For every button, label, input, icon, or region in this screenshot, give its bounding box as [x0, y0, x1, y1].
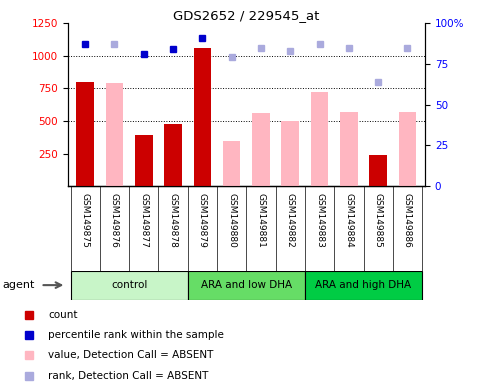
Text: GSM149880: GSM149880 — [227, 193, 236, 248]
Bar — [305, 271, 422, 300]
Bar — [188, 271, 305, 300]
Text: ARA and high DHA: ARA and high DHA — [315, 280, 412, 290]
Text: GSM149882: GSM149882 — [286, 193, 295, 248]
Text: GSM149878: GSM149878 — [169, 193, 178, 248]
Bar — [194, 48, 211, 186]
Text: GSM149879: GSM149879 — [198, 193, 207, 248]
Text: GSM149884: GSM149884 — [344, 193, 354, 248]
Bar — [135, 135, 153, 186]
Text: GSM149875: GSM149875 — [81, 193, 90, 248]
Bar — [282, 121, 299, 186]
Bar — [71, 271, 188, 300]
Title: GDS2652 / 229545_at: GDS2652 / 229545_at — [173, 9, 320, 22]
Bar — [252, 113, 270, 186]
Text: count: count — [48, 310, 78, 320]
Bar — [340, 112, 357, 186]
Text: agent: agent — [2, 280, 35, 290]
Bar — [223, 141, 241, 186]
Text: GSM149886: GSM149886 — [403, 193, 412, 248]
Bar — [106, 83, 123, 186]
Bar — [76, 82, 94, 186]
Text: GSM149881: GSM149881 — [256, 193, 266, 248]
Text: ARA and low DHA: ARA and low DHA — [201, 280, 292, 290]
Bar — [311, 92, 328, 186]
Text: GSM149883: GSM149883 — [315, 193, 324, 248]
Bar — [398, 113, 416, 186]
Text: rank, Detection Call = ABSENT: rank, Detection Call = ABSENT — [48, 371, 209, 381]
Bar — [164, 124, 182, 186]
Text: GSM149885: GSM149885 — [374, 193, 383, 248]
Text: percentile rank within the sample: percentile rank within the sample — [48, 330, 224, 340]
Text: value, Detection Call = ABSENT: value, Detection Call = ABSENT — [48, 350, 213, 360]
Text: GSM149877: GSM149877 — [139, 193, 148, 248]
Text: control: control — [111, 280, 147, 290]
Bar — [369, 155, 387, 186]
Text: GSM149876: GSM149876 — [110, 193, 119, 248]
